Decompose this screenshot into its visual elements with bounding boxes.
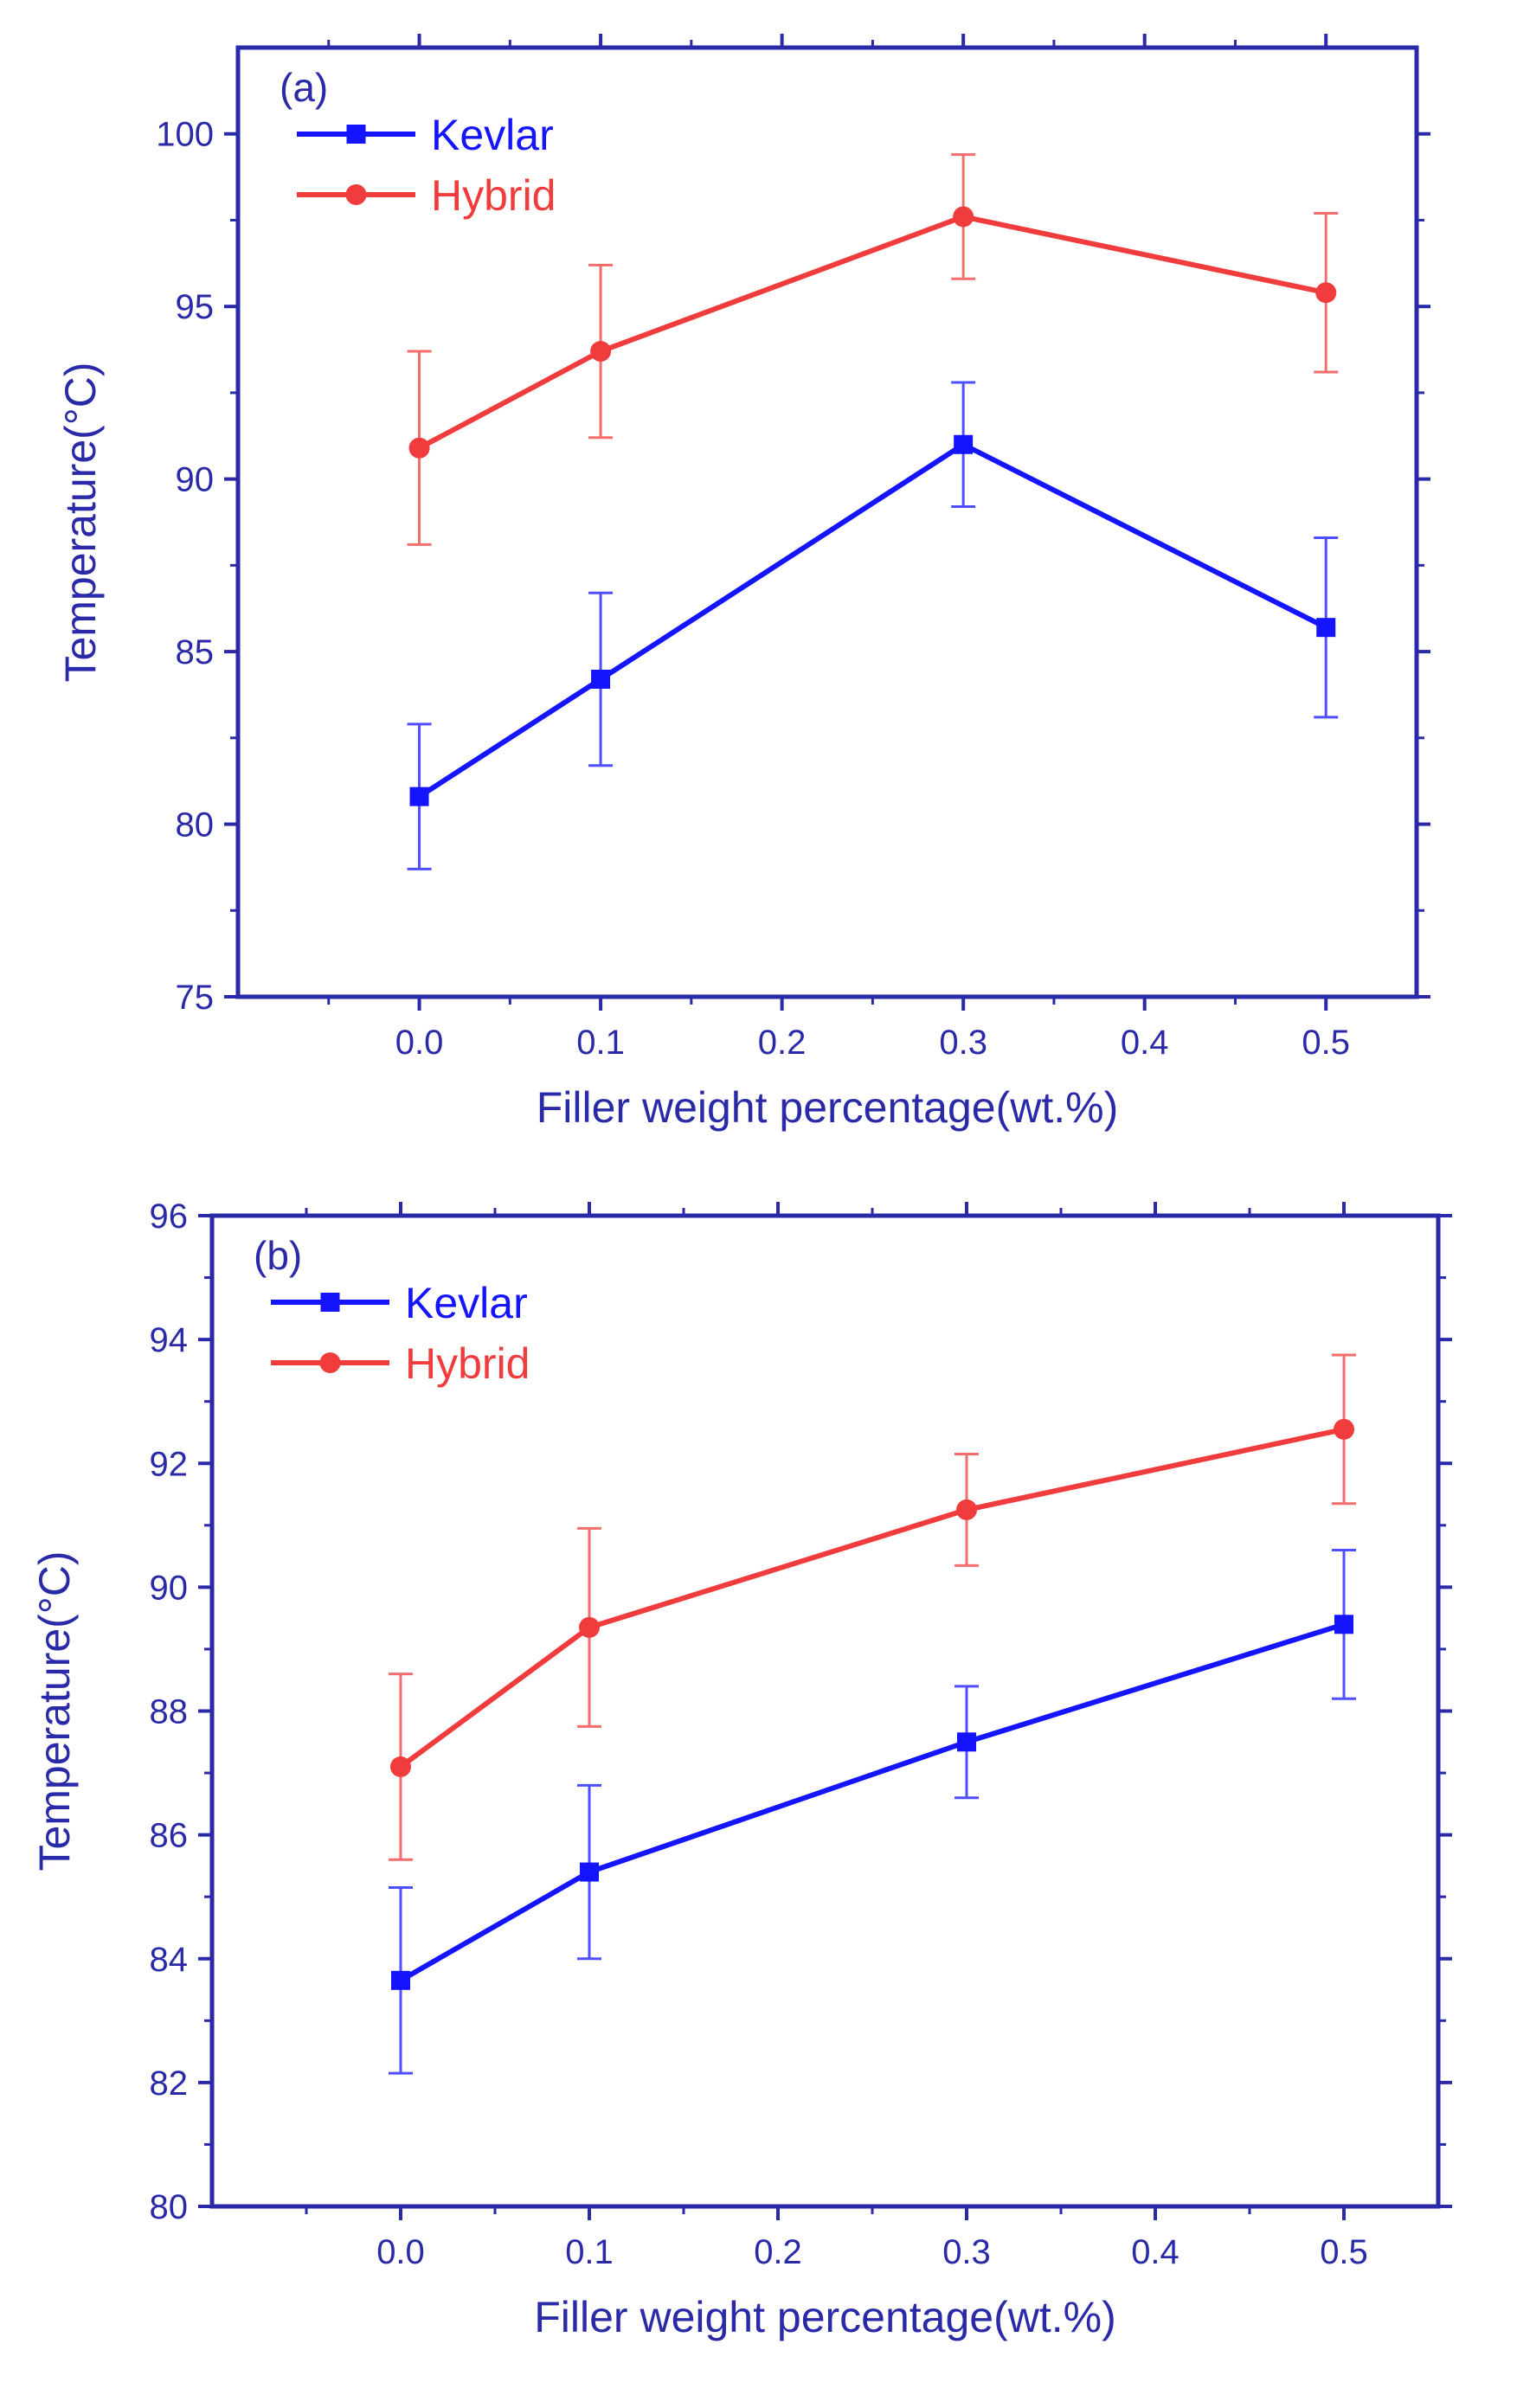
chart-b-hybrid-legend-marker: [319, 1352, 341, 1373]
chart-b-kevlar-point: [957, 1732, 976, 1752]
chart-b-ytick-label: 90: [150, 1569, 189, 1607]
chart-a-kevlar-point: [409, 787, 429, 806]
chart-a-xtick-label: 0.1: [576, 1024, 625, 1062]
chart-b-ytick-label: 96: [150, 1198, 189, 1236]
chart-b-xtick-label: 0.3: [942, 2233, 991, 2271]
chart-a-svg: 75 80 85 90 95 100 0.0 0.1 0.2 0.3 0.4 0.5 Filler we…: [56, 34, 1430, 1132]
chart-b-ytick-label: 92: [150, 1445, 189, 1483]
chart-a-hybrid-point: [1315, 282, 1337, 304]
chart-a-hybrid-point: [590, 341, 612, 363]
chart-a-kevlar-point: [1316, 618, 1336, 638]
chart-a-hybrid-legend-label: Hybrid: [431, 171, 556, 220]
chart-panel-b: 80 82 84 86 88 90 92 94 96 0.0 0.1 0.2 0.3 0.4 0.5 Fill…: [0, 1159, 1517, 2408]
chart-a-kevlar-point: [954, 434, 974, 454]
chart-a-x-axis-title: Filler weight percentage(wt.%): [537, 1083, 1119, 1132]
chart-a-xtick-label: 0.0: [395, 1024, 444, 1062]
chart-b-xtick-label: 0.4: [1131, 2233, 1180, 2271]
chart-b-hybrid-point: [579, 1616, 600, 1638]
chart-b-ytick-label: 84: [150, 1941, 189, 1979]
chart-b-x-axis-title: Filler weight percentage(wt.%): [534, 2293, 1116, 2341]
chart-b-kevlar-series-line: [399, 1621, 1345, 1983]
chart-b-kevlar-point: [391, 1970, 410, 1990]
chart-b-kevlar-legend-label: Kevlar: [405, 1279, 528, 1327]
chart-b-xtick-label: 0.0: [376, 2233, 425, 2271]
chart-a-hybrid-series-line: [418, 214, 1327, 451]
chart-b-hybrid-series-line: [399, 1426, 1345, 1769]
chart-b-ytick-label: 82: [150, 2064, 189, 2103]
chart-a-ytick-label: 100: [156, 116, 214, 154]
chart-b-kevlar-point: [580, 1862, 599, 1882]
chart-a-hybrid-legend-marker: [345, 184, 367, 205]
chart-a-kevlar-point: [591, 670, 611, 690]
chart-a-ytick-label: 85: [176, 633, 215, 671]
chart-b-plot-frame: [209, 1213, 1441, 2209]
chart-a-hybrid-point: [408, 437, 430, 459]
chart-a-ytick-label: 80: [176, 806, 215, 844]
chart-a-ytick-label: 90: [176, 461, 215, 499]
chart-a-y-axis-title: Temperature(°C): [56, 362, 105, 682]
chart-a-kevlar-legend-marker: [346, 125, 366, 144]
chart-b-panel-label: (b): [254, 1233, 302, 1278]
chart-b-xtick-label: 0.1: [565, 2233, 614, 2271]
chart-b-ytick-label: 88: [150, 1693, 189, 1731]
chart-b-hybrid-point: [1334, 1418, 1354, 1440]
chart-panel-a: 75 80 85 90 95 100 0.0 0.1 0.2 0.3 0.4 0.5 Filler we…: [0, 0, 1517, 1159]
chart-b-xtick-label: 0.2: [754, 2233, 802, 2271]
chart-a-ytick-label: 75: [176, 979, 215, 1017]
chart-a-panel-label: (a): [280, 65, 328, 110]
chart-b-svg: 80 82 84 86 88 90 92 94 96 0.0 0.1 0.2 0.3 0.4 0.5 Fill…: [30, 1198, 1452, 2341]
chart-b-kevlar-legend-marker: [320, 1293, 340, 1312]
chart-b-hybrid-point: [956, 1499, 977, 1520]
chart-a-kevlar-legend-label: Kevlar: [431, 111, 554, 159]
chart-a-xtick-label: 0.3: [939, 1024, 987, 1062]
chart-b-kevlar-point: [1334, 1615, 1353, 1634]
chart-a-hybrid-point: [953, 206, 974, 228]
chart-b-ytick-label: 86: [150, 1817, 189, 1855]
chart-a-xtick-label: 0.5: [1302, 1024, 1350, 1062]
chart-b-ytick-label: 94: [150, 1321, 189, 1359]
chart-a-plot-frame: [235, 45, 1419, 999]
chart-b-hybrid-legend-label: Hybrid: [405, 1339, 530, 1388]
chart-b-ytick-label: 80: [150, 2188, 189, 2226]
chart-a-xtick-label: 0.2: [758, 1024, 807, 1062]
chart-a-ytick-label: 95: [176, 288, 215, 326]
chart-a-xtick-label: 0.4: [1121, 1024, 1169, 1062]
chart-b-xtick-label: 0.5: [1320, 2233, 1368, 2271]
chart-b-hybrid-point: [390, 1756, 411, 1777]
chart-b-y-axis-title: Temperature(°C): [30, 1551, 79, 1871]
chart-a-kevlar-series-line: [417, 441, 1327, 799]
